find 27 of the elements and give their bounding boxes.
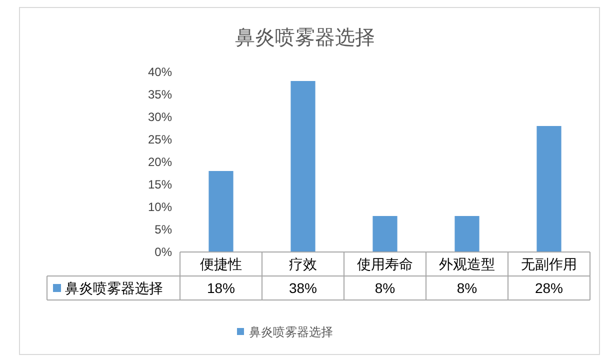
- data-label: 38%: [288, 280, 318, 296]
- bar: [536, 126, 562, 252]
- x-tick-label: 使用寿命: [357, 256, 413, 272]
- legend-label: 鼻炎喷雾器选择: [65, 280, 163, 296]
- data-label: 8%: [456, 280, 478, 296]
- y-tick-label: 40%: [148, 65, 172, 79]
- y-tick-label: 0%: [154, 245, 172, 259]
- y-tick-label: 5%: [154, 222, 172, 236]
- y-tick-label: 25%: [148, 132, 172, 146]
- y-tick-label: 30%: [148, 110, 172, 124]
- y-tick-label: 10%: [148, 200, 172, 214]
- bar: [454, 216, 480, 252]
- y-tick-label: 20%: [148, 155, 172, 169]
- x-tick-label: 疗效: [289, 256, 317, 272]
- data-label: 18%: [206, 280, 236, 296]
- x-tick-label: 便捷性: [200, 256, 242, 272]
- y-tick-label: 35%: [148, 88, 172, 102]
- legend-item: 鼻炎喷雾器选择: [237, 325, 333, 339]
- x-tick-label: 无副作用: [521, 256, 577, 272]
- data-label: 8%: [374, 280, 396, 296]
- y-tick-label: 15%: [148, 178, 172, 192]
- bar: [372, 216, 398, 252]
- bar: [290, 81, 316, 252]
- chart-title: 鼻炎喷雾器选择: [235, 27, 375, 49]
- data-label: 28%: [534, 280, 564, 296]
- x-tick-label: 外观造型: [439, 256, 495, 272]
- bar: [208, 171, 234, 252]
